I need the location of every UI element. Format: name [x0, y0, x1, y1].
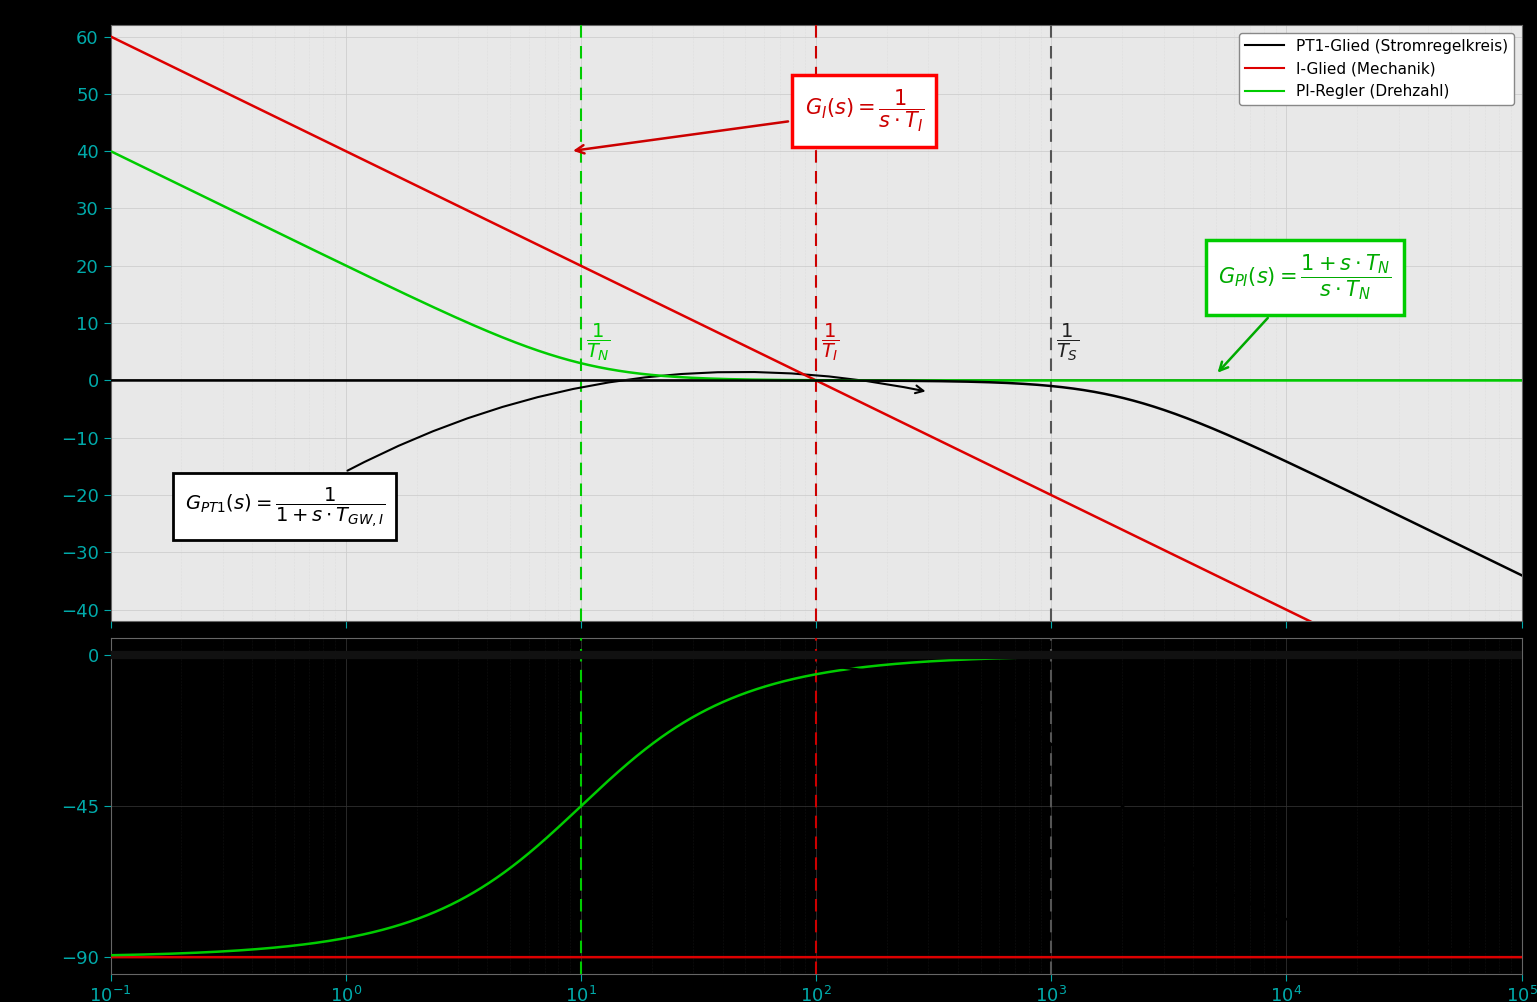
- Text: $G_I(s) = \dfrac{1}{s \cdot T_I}$: $G_I(s) = \dfrac{1}{s \cdot T_I}$: [576, 88, 924, 153]
- Text: $G_{PT1}(s) = \dfrac{1}{1 + s \cdot T_{GW,I}}$: $G_{PT1}(s) = \dfrac{1}{1 + s \cdot T_{G…: [184, 372, 924, 529]
- Text: $G_{PI}(s) = \dfrac{1 + s \cdot T_N}{s \cdot T_N}$: $G_{PI}(s) = \dfrac{1 + s \cdot T_N}{s \…: [1219, 253, 1393, 371]
- Legend: PT1-Glied (Stromregelkreis), I-Glied (Mechanik), PI-Regler (Drehzahl): PT1-Glied (Stromregelkreis), I-Glied (Me…: [1239, 33, 1514, 105]
- Text: $\dfrac{1}{T_S}$: $\dfrac{1}{T_S}$: [1056, 322, 1079, 364]
- Text: $\dfrac{1}{T_N}$: $\dfrac{1}{T_N}$: [586, 322, 610, 364]
- Text: $\dfrac{1}{T_I}$: $\dfrac{1}{T_I}$: [821, 322, 839, 364]
